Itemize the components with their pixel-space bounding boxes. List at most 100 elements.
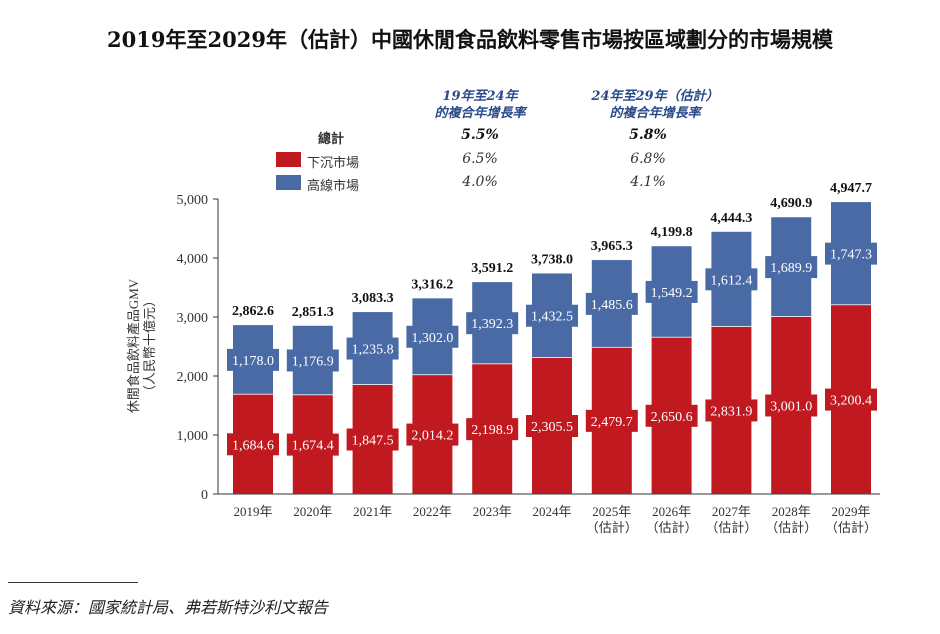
- data-label: 3,200.4: [830, 394, 872, 409]
- data-label: 1,684.6: [232, 438, 274, 453]
- legend-total-label: 總計: [318, 132, 345, 147]
- legend-lower-tier-label: 下沉市場: [307, 156, 360, 171]
- stacked-bar-chart: 0 1,000 2,000 3,000 4,000 5,000 休閒食品飲料產品GMV（人民…: [126, 181, 880, 535]
- cagr-header-line: 24年至29年（估計）: [591, 89, 719, 104]
- y-tick-label: 2,000: [177, 370, 209, 385]
- data-label-box: [705, 268, 758, 291]
- total-label: 3,083.3: [352, 291, 394, 306]
- data-label-box: [466, 312, 519, 335]
- data-label-box: [286, 349, 339, 372]
- data-label-box: [645, 404, 698, 427]
- x-tick-label: （估計）: [765, 520, 817, 535]
- cagr-upper-2: 4.1%: [630, 174, 666, 190]
- total-label: 4,947.7: [830, 181, 872, 196]
- data-label: 1,689.9: [770, 261, 812, 276]
- data-label-box: [705, 399, 758, 422]
- data-label: 1,485.6: [591, 298, 633, 313]
- cagr-header-2024-2029: 24年至29年（估計） 的複合年增長率: [580, 88, 730, 122]
- data-label-box: [466, 418, 519, 441]
- total-label: 2,862.6: [232, 304, 274, 319]
- legend-upper-tier-label: 高線市場: [307, 179, 360, 194]
- x-tick-label: （估計）: [705, 520, 757, 535]
- y-axis-label-line: 休閒食品飲料產品GMV: [126, 278, 141, 413]
- y-axis-label-line: （人民幣十億元）: [142, 294, 157, 398]
- total-label: 3,965.3: [591, 239, 633, 254]
- data-label: 1,847.5: [352, 433, 394, 448]
- cagr-total-1: 5.5%: [461, 127, 499, 143]
- data-label-box: [286, 433, 339, 456]
- x-tick-label: （估計）: [646, 520, 698, 535]
- chart-title: 2019年至2029年（估計）中國休閒食品飲料零售市場按區域劃分的市場規模: [107, 27, 833, 52]
- x-tick-label: （估計）: [825, 520, 877, 535]
- data-label-box: [526, 414, 578, 437]
- cagr-lower-1: 6.5%: [462, 151, 498, 167]
- x-tick-label: 2028年: [772, 504, 811, 519]
- legend-swatch-lower-tier: [276, 152, 301, 167]
- cagr-header-line: 的複合年增長率: [609, 106, 701, 121]
- data-label: 1,235.8: [352, 343, 394, 358]
- data-label-box: [765, 394, 818, 417]
- x-tick-label: 2027年: [712, 504, 751, 519]
- data-label-box: [585, 409, 638, 432]
- data-label-box: [227, 348, 279, 371]
- cagr-total-2: 5.8%: [629, 127, 667, 143]
- total-label: 2,851.3: [292, 305, 334, 320]
- data-label-box: [825, 242, 877, 265]
- x-tick-label: （估計）: [586, 520, 638, 535]
- cagr-lower-2: 6.8%: [630, 151, 666, 167]
- data-label-box: [346, 428, 399, 451]
- y-tick-label: 3,000: [177, 311, 209, 326]
- cagr-header-2019-2024: 19年至24年 的複合年增長率: [420, 88, 540, 122]
- x-tick-label: 2024年: [532, 504, 571, 519]
- data-label: 1,392.3: [471, 317, 513, 332]
- data-label: 1,432.5: [531, 310, 573, 325]
- data-label: 1,302.0: [411, 331, 453, 346]
- x-tick-label: 2029年: [831, 504, 870, 519]
- data-label: 1,747.3: [830, 248, 872, 263]
- data-label: 2,831.9: [710, 404, 752, 419]
- data-label: 2,198.9: [471, 423, 513, 438]
- data-label-box: [825, 388, 877, 411]
- cagr-header-line: 19年至24年: [442, 89, 518, 104]
- data-label-box: [227, 433, 279, 456]
- data-label: 1,674.4: [292, 439, 334, 454]
- x-tick-label: 2020年: [293, 504, 332, 519]
- data-label-box: [346, 337, 399, 360]
- data-label: 1,612.4: [710, 273, 752, 288]
- data-label: 3,001.0: [770, 399, 812, 414]
- data-label: 2,650.6: [651, 410, 693, 425]
- y-tick-label: 4,000: [177, 252, 209, 267]
- total-label: 4,199.8: [651, 225, 693, 240]
- total-label: 4,690.9: [770, 196, 812, 211]
- data-label: 2,305.5: [531, 420, 573, 435]
- total-label: 4,444.3: [710, 211, 752, 226]
- y-tick-label: 0: [201, 488, 208, 503]
- total-label: 3,591.2: [471, 261, 513, 276]
- total-label: 3,738.0: [531, 252, 573, 267]
- x-tick-label: 2025年: [592, 504, 631, 519]
- y-axis-label: 休閒食品飲料產品GMV（人民幣十億元）: [126, 278, 157, 413]
- y-tick-label: 1,000: [177, 429, 209, 444]
- y-tick-label: 5,000: [177, 193, 209, 208]
- cagr-header-line: 的複合年增長率: [434, 106, 526, 121]
- data-label-box: [645, 280, 698, 303]
- data-label-box: [585, 292, 638, 315]
- data-label-box: [526, 304, 578, 327]
- data-label: 1,549.2: [651, 286, 693, 301]
- x-tick-label: 2023年: [473, 504, 512, 519]
- data-label-box: [406, 325, 459, 348]
- total-label: 3,316.2: [411, 277, 453, 292]
- x-tick-label: 2021年: [353, 504, 392, 519]
- cagr-upper-1: 4.0%: [462, 174, 498, 190]
- data-label: 2,479.7: [591, 415, 633, 430]
- data-label-box: [406, 423, 459, 446]
- source-divider: [8, 582, 138, 583]
- x-tick-label: 2019年: [233, 504, 272, 519]
- x-tick-label: 2026年: [652, 504, 691, 519]
- legend-swatch-upper-tier: [276, 175, 301, 190]
- data-label: 1,178.0: [232, 354, 274, 369]
- data-label-box: [765, 256, 818, 279]
- data-label: 1,176.9: [292, 354, 334, 369]
- data-label: 2,014.2: [411, 429, 453, 444]
- source-note: 資料來源：國家統計局、弗若斯特沙利文報告: [8, 598, 329, 617]
